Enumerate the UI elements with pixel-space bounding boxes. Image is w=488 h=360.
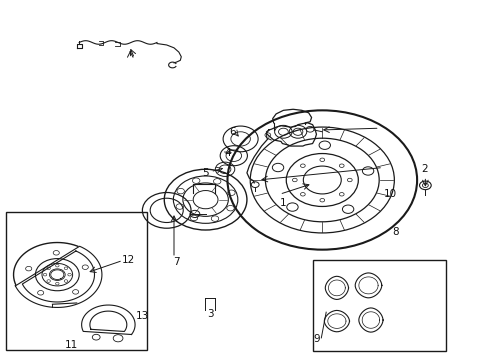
- Bar: [6, 212, 147, 350]
- Text: 10: 10: [383, 189, 396, 199]
- Text: 6: 6: [228, 127, 235, 137]
- Text: 11: 11: [65, 340, 79, 350]
- Text: 13: 13: [136, 311, 149, 321]
- Text: 2: 2: [420, 164, 427, 174]
- Text: 1: 1: [280, 198, 286, 208]
- Text: 5: 5: [202, 168, 208, 178]
- Text: 9: 9: [312, 334, 319, 344]
- Text: 3: 3: [207, 309, 213, 319]
- Text: 8: 8: [391, 227, 398, 237]
- Text: 12: 12: [122, 255, 135, 265]
- Text: 4: 4: [224, 148, 230, 158]
- Bar: [312, 260, 446, 351]
- Text: 7: 7: [173, 257, 180, 267]
- Polygon shape: [15, 246, 102, 307]
